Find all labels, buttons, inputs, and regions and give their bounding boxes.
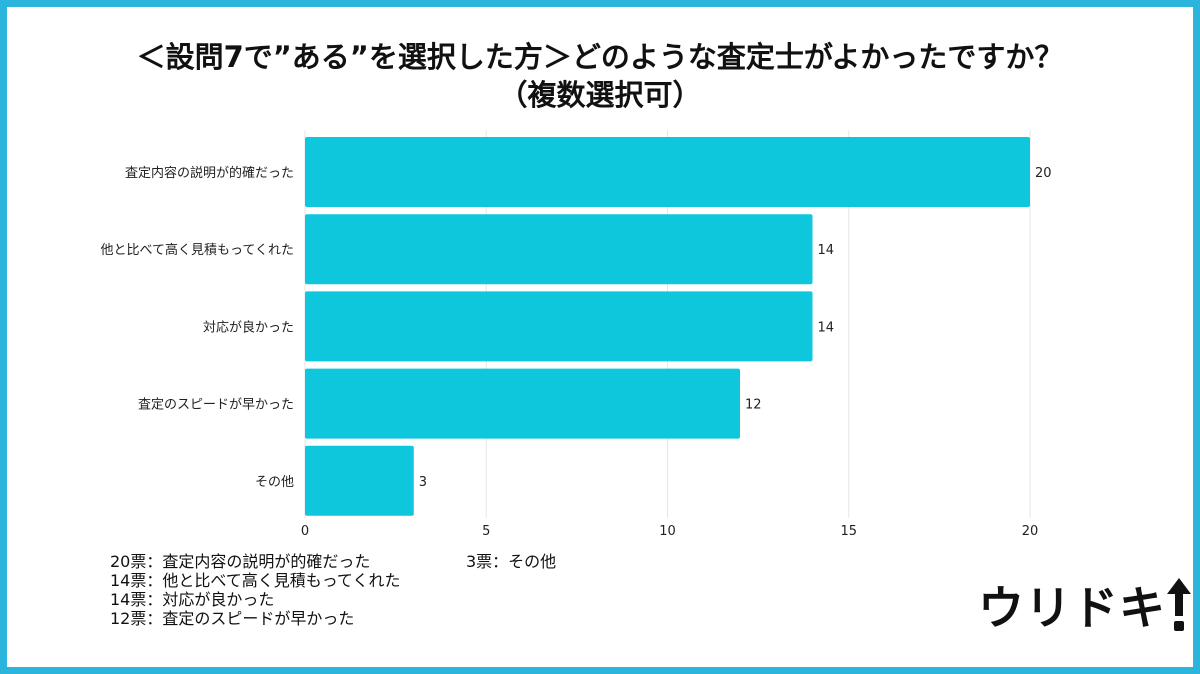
bar <box>305 291 813 362</box>
value-label: 12 <box>745 398 762 413</box>
value-label: 3 <box>419 475 427 490</box>
logo-text: ウリドキ <box>978 581 1166 635</box>
x-tick-label: 20 <box>1022 524 1039 539</box>
uridoki-logo: ウリドキ <box>978 576 1192 634</box>
title-line-1: ＜設問7で”ある”を選択した方＞どのような査定士がよかったですか？ <box>136 40 1064 74</box>
title-line-2: （複数選択可） <box>498 78 702 112</box>
bar <box>305 214 813 285</box>
x-tick-label: 10 <box>659 524 676 539</box>
x-tick-label: 15 <box>840 524 857 539</box>
summary-line: 14票：他と比べて高く見積もってくれた <box>110 571 401 590</box>
category-label: 査定内容の説明が的確だった <box>125 165 294 181</box>
bar <box>305 445 414 516</box>
value-label: 14 <box>818 320 835 335</box>
category-label: 査定のスピードが早かった <box>138 398 294 413</box>
upward-arrow-exclamation-icon <box>1167 578 1191 631</box>
category-label: 他と比べて高く見積もってくれた <box>101 242 294 258</box>
summary-line-other: 3票：その他 <box>466 552 557 571</box>
value-label: 20 <box>1035 166 1052 181</box>
chart-title: ＜設問7で”ある”を選択した方＞どのような査定士がよかったですか？ （複数選択可… <box>0 38 1200 114</box>
bar <box>305 137 1030 207</box>
x-tick-label: 5 <box>482 524 490 539</box>
summary-line: 12票：査定のスピードが早かった <box>110 609 355 628</box>
category-label: その他 <box>255 475 294 490</box>
summary-line: 20票：査定内容の説明が的確だった <box>110 552 371 571</box>
category-label: 対応が良かった <box>203 319 294 335</box>
vote-summary: 20票：査定内容の説明が的確だった 14票：他と比べて高く見積もってくれた 14… <box>110 552 400 628</box>
value-label: 14 <box>818 243 835 258</box>
bar <box>305 368 740 439</box>
summary-line: 14票：対応が良かった <box>110 590 275 609</box>
x-tick-label: 0 <box>301 524 309 539</box>
